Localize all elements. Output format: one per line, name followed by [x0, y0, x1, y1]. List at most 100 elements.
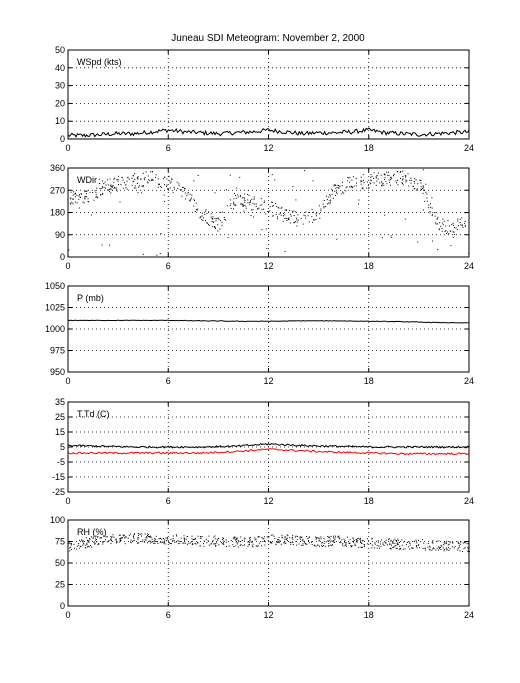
wspd-panel-label: WSpd (kts) — [77, 57, 122, 67]
wdir-series-0-point — [420, 180, 422, 181]
rh-series-0-point — [163, 542, 165, 544]
rh-series-0-point — [91, 546, 93, 548]
rh-series-0-point — [325, 541, 327, 543]
wdir-series-0-point — [326, 199, 328, 201]
wdir-series-0-point — [78, 198, 80, 200]
wdir-series-0-point — [168, 175, 170, 177]
wdir-series-0-point — [247, 199, 249, 201]
wdir-series-0-point — [452, 236, 454, 238]
wdir-series-0-point — [252, 202, 254, 204]
rh-series-0-point — [164, 543, 166, 545]
wdir-series-0-point — [176, 181, 178, 183]
rh-series-0-point — [180, 541, 182, 543]
wdir-series-0-point — [136, 177, 138, 179]
wdir-series-0-point — [96, 196, 98, 198]
rh-series-0-point — [262, 538, 264, 540]
wdir-series-0-point — [152, 179, 154, 181]
rh-series-0-point — [73, 543, 75, 545]
rh-series-0-point — [80, 545, 82, 547]
rh-series-0-point — [307, 538, 309, 539]
rh-series-0-point — [221, 542, 222, 544]
wdir-series-0-point — [375, 176, 377, 178]
wdir-series-0-point — [140, 178, 141, 180]
wdir-series-0-point — [291, 210, 293, 212]
wdir-series-0-point — [99, 183, 101, 185]
rh-series-0-point — [133, 539, 135, 541]
rh-series-0-point — [182, 542, 184, 544]
rh-series-0-point — [199, 545, 201, 547]
wdir-series-0-point — [345, 190, 347, 192]
wdir-series-0-point — [431, 197, 433, 199]
rh-series-0-point — [395, 539, 397, 541]
wdir-series-0-point — [272, 201, 274, 203]
wdir-series-0-point — [426, 193, 428, 195]
rh-series-0-point — [127, 537, 129, 539]
rh-series-0-point — [153, 541, 155, 543]
rh-series-0-point — [237, 542, 239, 544]
wdir-series-0-point — [169, 180, 171, 182]
wdir-series-0-point — [191, 194, 193, 196]
wdir-series-0-point — [214, 226, 216, 227]
wdir-series-0-point — [264, 200, 266, 202]
wdir-series-0-point — [443, 220, 445, 222]
wdir-series-0-point — [315, 215, 317, 217]
wdir-series-0-point — [95, 196, 97, 198]
wdir-series-0-point — [362, 188, 364, 190]
rh-series-0-point — [269, 541, 271, 542]
wdir-series-0-point — [241, 203, 243, 205]
wdir-series-0-point — [296, 221, 298, 223]
wdir-series-0-point — [125, 184, 127, 186]
wdir-series-0-point — [259, 204, 261, 206]
rh-series-0-point — [422, 539, 423, 541]
wdir-series-0-point — [393, 173, 395, 175]
rh-series-0-point — [120, 537, 122, 539]
rh-series-0-point — [125, 537, 127, 539]
wdir-series-0-point — [258, 207, 260, 209]
rh-series-0-point — [289, 537, 291, 539]
rh-series-0-point — [460, 541, 462, 543]
rh-series-0-point — [384, 542, 386, 543]
rh-series-0-point — [418, 544, 420, 546]
rh-series-0-point — [203, 540, 205, 542]
rh-series-0-point — [257, 545, 259, 547]
wdir-ytick-label: 270 — [50, 185, 65, 195]
wdir-series-0-point — [304, 170, 305, 172]
rh-series-0-point — [212, 541, 214, 543]
rh-series-0-point — [429, 549, 431, 551]
wdir-series-0-point — [370, 179, 372, 181]
rh-series-0-point — [371, 544, 373, 546]
rh-series-0-point — [102, 535, 104, 537]
wdir-series-0-point — [205, 209, 207, 211]
rh-series-0-point — [399, 548, 401, 550]
rh-series-0-point — [236, 538, 238, 540]
wdir-series-0-point — [345, 187, 347, 189]
wdir-series-0-point — [160, 233, 162, 234]
wdir-series-0-point — [213, 221, 214, 223]
wdir-series-0-point — [430, 206, 432, 208]
rh-series-0-point — [295, 535, 297, 537]
rh-series-0-point — [445, 547, 447, 549]
wdir-series-0-point — [240, 203, 242, 205]
rh-series-0-point — [133, 535, 134, 537]
rh-series-0-point — [457, 542, 459, 544]
rh-series-0-point — [440, 549, 442, 550]
wdir-series-0-point — [410, 177, 412, 179]
wdir-series-0-point — [323, 206, 325, 207]
wdir-series-0-point — [464, 226, 466, 227]
rh-series-0-point — [163, 540, 165, 542]
wdir-series-0-point — [454, 227, 455, 229]
wdir-series-0-point — [80, 193, 82, 195]
rh-series-0-point — [359, 537, 361, 539]
rh-series-0-point — [278, 541, 280, 543]
rh-series-0-point — [116, 541, 118, 543]
rh-series-0-point — [361, 547, 363, 549]
wdir-series-0-point — [383, 173, 385, 175]
rh-series-0-point — [314, 545, 316, 547]
wdir-series-0-point — [271, 201, 273, 203]
rh-series-0-point — [449, 548, 451, 550]
wdir-series-0-point — [242, 205, 244, 207]
rh-series-0-point — [101, 537, 103, 539]
wdir-series-0-point — [111, 189, 113, 191]
wdir-series-0-point — [244, 193, 246, 195]
wdir-series-0-point — [214, 218, 216, 219]
